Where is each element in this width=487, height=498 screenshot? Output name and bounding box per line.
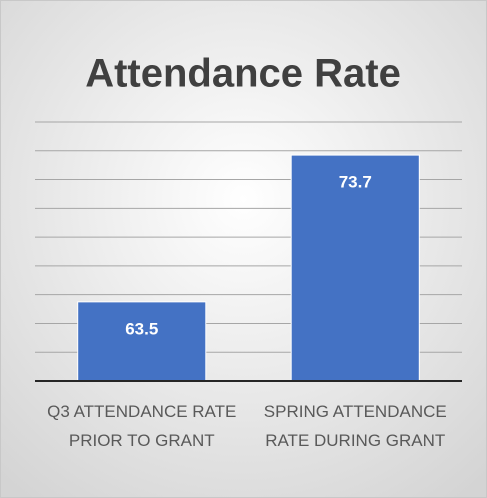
chart-title: Attendance Rate [85,52,401,96]
x-tick-label: SPRING ATTENDANCE RATE DURING GRANT [263,402,447,450]
bar [290,154,420,382]
x-tick-label: Q3 ATTENDANCE RATE PRIOR TO GRANT [47,402,237,450]
bar [77,301,207,382]
data-label: 73.7 [339,173,372,192]
data-label: 63.5 [125,319,158,338]
